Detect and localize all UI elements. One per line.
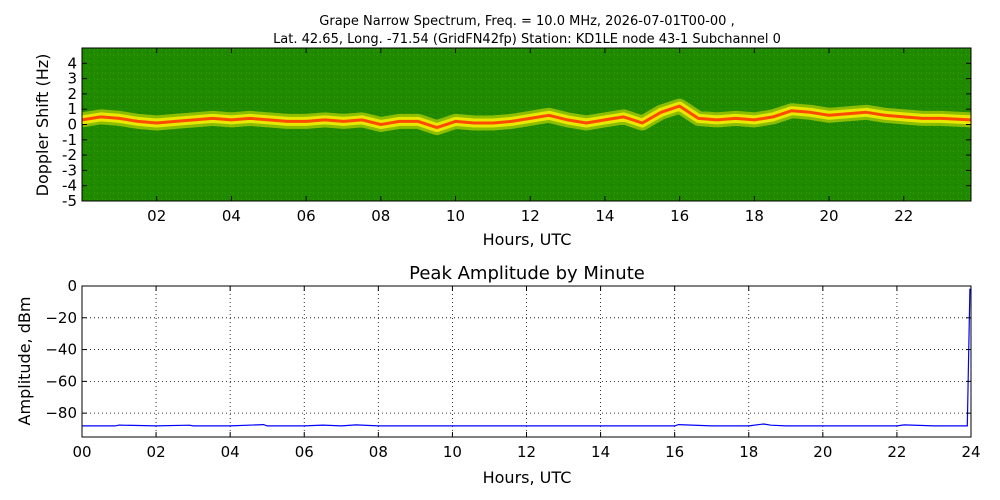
spectrogram-x-tick-label: 08 xyxy=(371,207,390,225)
amplitude-panel: Peak Amplitude by Minute 00 02 04 06 08 10 12 1… xyxy=(15,263,981,487)
spectrogram-y-label: Doppler Shift (Hz) xyxy=(33,54,52,197)
amplitude-x-tick-label: 04 xyxy=(221,443,240,461)
spectrogram-y-tick-label: 2 xyxy=(67,85,77,103)
amplitude-y-ticks: 0 −20 −40 −60 −80 xyxy=(45,277,971,422)
spectrogram-x-tick-label: 16 xyxy=(670,207,689,225)
spectrogram-y-tick-label: -3 xyxy=(62,161,77,179)
spectrogram-y-tick-label: -5 xyxy=(62,192,77,210)
amplitude-y-label: Amplitude, dBm xyxy=(15,297,34,426)
spectrogram-y-tick-label: -2 xyxy=(62,146,77,164)
spectrogram-y-tick-label: 1 xyxy=(67,100,77,118)
amplitude-x-tick-label: 16 xyxy=(665,443,684,461)
amplitude-y-tick-label: −20 xyxy=(45,309,77,327)
amplitude-x-tick-label: 02 xyxy=(147,443,166,461)
figure-title-line2: Lat. 42.65, Long. -71.54 (GridFN42fp) St… xyxy=(273,32,781,47)
spectrogram-x-tick-label: 12 xyxy=(521,207,540,225)
amplitude-y-tick-label: −40 xyxy=(45,341,77,359)
spectrogram-x-tick-label: 06 xyxy=(297,207,316,225)
spectrogram-x-tick-label: 22 xyxy=(894,207,913,225)
spectrogram-x-tick-label: 04 xyxy=(222,207,241,225)
spectrogram-x-tick-label: 10 xyxy=(446,207,465,225)
spectrogram-x-ticks: 02 04 06 08 10 12 14 16 18 20 22 xyxy=(147,48,913,225)
amplitude-x-tick-label: 00 xyxy=(72,443,91,461)
amplitude-grid xyxy=(82,286,971,437)
amplitude-y-tick-label: −60 xyxy=(45,372,77,390)
amplitude-x-tick-label: 10 xyxy=(443,443,462,461)
amplitude-x-ticks: 00 02 04 06 08 10 12 14 16 18 20 22 24 xyxy=(72,286,981,461)
spectrogram-x-tick-label: 14 xyxy=(595,207,614,225)
spectrogram-y-tick-label: 4 xyxy=(67,54,77,72)
spectrogram-y-tick-label: -1 xyxy=(62,131,77,149)
amplitude-x-tick-label: 12 xyxy=(517,443,536,461)
amplitude-x-tick-label: 24 xyxy=(961,443,980,461)
amplitude-line xyxy=(82,288,971,427)
amplitude-x-tick-label: 08 xyxy=(369,443,388,461)
amplitude-x-tick-label: 20 xyxy=(813,443,832,461)
amplitude-y-tick-label: −80 xyxy=(45,404,77,422)
spectrogram-y-tick-label: 3 xyxy=(67,70,77,88)
doppler-band-core xyxy=(82,104,971,130)
amplitude-series xyxy=(82,288,971,427)
spectrogram-y-tick-label: 0 xyxy=(67,116,77,134)
amplitude-x-tick-label: 06 xyxy=(295,443,314,461)
spectrogram-x-tick-label: 02 xyxy=(147,207,166,225)
spectrogram-x-tick-label: 20 xyxy=(820,207,839,225)
spectrogram-x-tick-label: 18 xyxy=(745,207,764,225)
amplitude-title: Peak Amplitude by Minute xyxy=(409,263,645,284)
spectrogram-x-label: Hours, UTC xyxy=(483,230,572,249)
amplitude-y-tick-label: 0 xyxy=(67,277,77,295)
spectrogram-y-tick-label: -4 xyxy=(62,177,77,195)
amplitude-x-tick-label: 22 xyxy=(887,443,906,461)
doppler-trace-band xyxy=(82,98,971,136)
amplitude-x-label: Hours, UTC xyxy=(483,468,572,487)
amplitude-x-tick-label: 14 xyxy=(591,443,610,461)
figure-title-line1: Grape Narrow Spectrum, Freq. = 10.0 MHz,… xyxy=(319,14,734,29)
amplitude-x-tick-label: 18 xyxy=(739,443,758,461)
